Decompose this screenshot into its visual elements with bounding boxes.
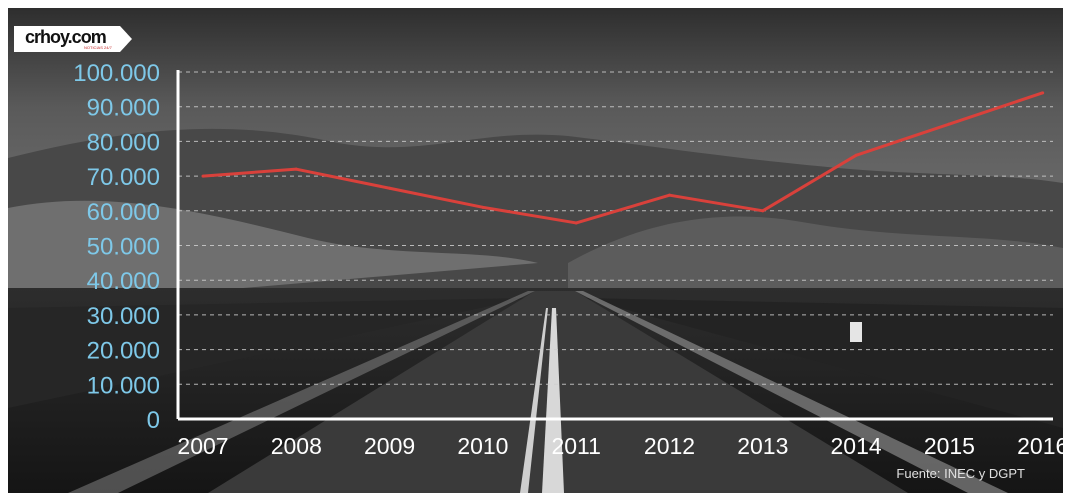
y-tick-label: 40.000 [87,268,160,295]
logo-badge-shape [14,26,132,52]
x-tick-label: 2008 [271,433,322,459]
y-tick-label: 90.000 [87,95,160,122]
y-tick-label: 70.000 [87,164,160,191]
source-note: Fuente: INEC y DGPT [896,466,1025,481]
x-tick-label: 2014 [831,433,882,459]
y-tick-label: 30.000 [87,303,160,330]
x-tick-label: 2011 [551,433,600,459]
x-tick-label: 2013 [737,433,788,459]
x-tick-label: 2016 [1017,433,1063,459]
y-tick-label: 0 [147,407,160,434]
data-point [481,205,485,209]
data-point [201,174,205,178]
y-tick-label: 10.000 [87,372,160,399]
x-tick-label: 2009 [364,433,415,459]
y-tick-label: 60.000 [87,199,160,226]
y-tick-label: 20.000 [87,338,160,365]
series-line [202,91,1044,225]
x-tick-label: 2012 [644,433,695,459]
data-point [761,209,765,213]
background-road-photo [8,8,1063,493]
x-tick-label: 2010 [457,433,508,459]
data-point [854,153,858,157]
data-point [947,122,951,126]
crhoy-logo: crhoy.com NOTICIAS 24/7 [14,26,132,52]
data-point [668,193,671,197]
data-point [388,186,392,190]
data-point [1041,91,1045,95]
data-point [294,167,298,171]
chart-frame: crhoy.com NOTICIAS 24/7 0 10.000 20.000 30.… [8,8,1063,493]
y-tick-label: 80.000 [87,129,160,156]
logo-text: crhoy.com [25,27,107,47]
data-point [574,221,578,225]
x-tick-label: 2015 [924,433,975,459]
line-chart: 0 10.000 20.000 30.000 40.000 50.000 60.000 70.… [73,60,1063,459]
y-tick-label: 50.000 [87,234,160,261]
x-tick-label: 2007 [177,433,228,459]
y-tick-label: 100.000 [73,60,160,87]
logo-subtext: NOTICIAS 24/7 [84,45,112,50]
